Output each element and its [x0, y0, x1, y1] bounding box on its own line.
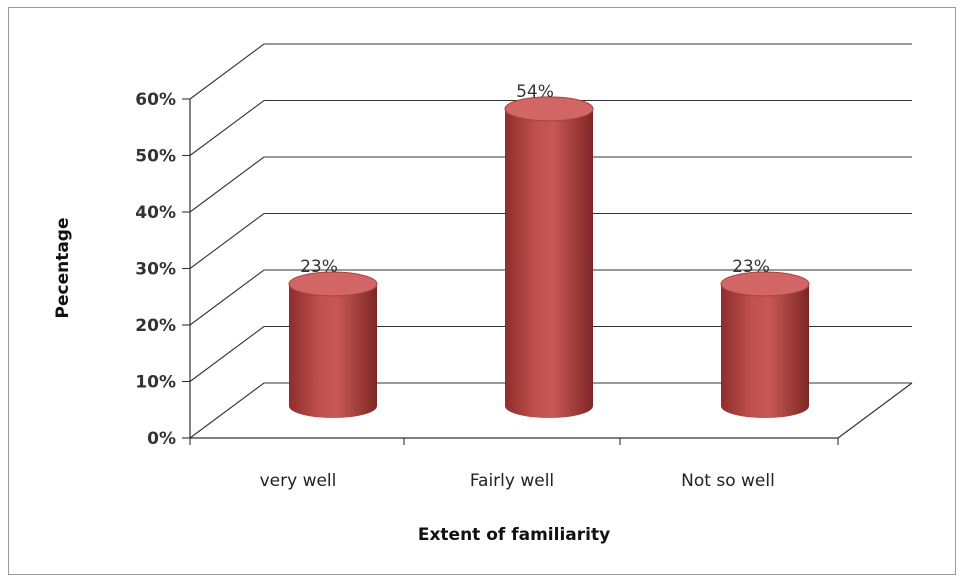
labels-layer: 23% very well 54% Fairly well 23% Not so well	[260, 82, 775, 491]
gridline	[189, 99, 912, 156]
x-category-label: very well	[260, 471, 337, 491]
y-tick-label: 40%	[135, 203, 176, 223]
bars-layer	[288, 96, 810, 419]
data-label: 23%	[300, 257, 338, 277]
y-tick-label: 0%	[147, 429, 176, 449]
gridline	[189, 269, 912, 326]
bar-body	[505, 108, 593, 419]
bar-top	[720, 271, 810, 297]
y-tick-label: 50%	[135, 147, 176, 167]
y-tick-label: 20%	[135, 316, 176, 336]
y-tick-label: 30%	[135, 260, 176, 280]
x-category-label: Fairly well	[470, 471, 554, 491]
bar-2	[504, 96, 594, 419]
x-category-label: Not so well	[681, 471, 775, 491]
y-tick-label: 60%	[135, 90, 176, 110]
gridline	[189, 43, 912, 100]
bar-body	[289, 284, 377, 418]
bar-1	[288, 271, 378, 418]
bar-body	[721, 284, 809, 418]
y-axis-title: Pecentage	[53, 218, 73, 319]
bar-top	[504, 96, 594, 122]
y-axis-ticks: 0% 10% 20% 30% 40% 50% 60%	[135, 90, 190, 449]
data-label: 54%	[516, 82, 554, 102]
bar-3	[720, 271, 810, 418]
gridline	[189, 382, 912, 439]
y-tick-label: 10%	[135, 373, 176, 393]
x-axis-title: Extent of familiarity	[418, 525, 610, 545]
gridline	[189, 156, 912, 213]
data-label: 23%	[732, 257, 770, 277]
bar-top	[288, 271, 378, 297]
gridline	[189, 325, 912, 382]
gridline	[189, 212, 912, 269]
